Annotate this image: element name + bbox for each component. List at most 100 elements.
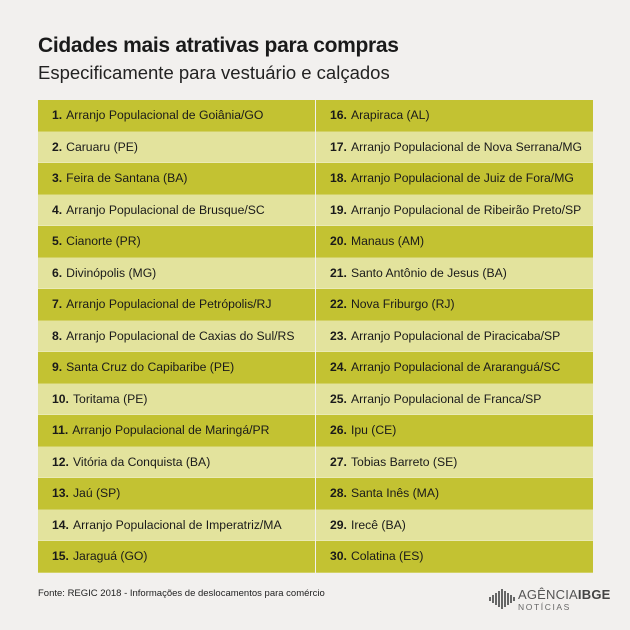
ranking-number: 1. (52, 108, 63, 123)
ranking-number: 30. (330, 549, 347, 564)
city-name: Tobias Barreto (SE) (350, 454, 458, 469)
ranking-row: 23. Arranjo Populacional de Piracicaba/SP (316, 320, 593, 353)
ranking-number: 18. (330, 171, 347, 186)
ranking-row: 5. Cianorte (PR) (38, 226, 315, 258)
city-name: Santa Cruz do Capibaribe (PE) (66, 360, 235, 375)
city-name: Colatina (ES) (350, 549, 424, 564)
ranking-number: 26. (330, 423, 347, 438)
city-name: Caruaru (PE) (66, 139, 138, 154)
ranking-number: 17. (330, 139, 347, 154)
ranking-row: 18. Arranjo Populacional de Juiz de Fora/… (316, 163, 593, 195)
ranking-row: 14. Arranjo Populacional de Imperatriz/MA (38, 509, 315, 542)
ranking-row: 30. Colatina (ES) (316, 541, 593, 573)
ranking-row: 19. Arranjo Populacional de Ribeirão Pret… (316, 194, 593, 227)
ranking-number: 15. (52, 549, 69, 564)
ranking-number: 2. (52, 139, 63, 154)
ranking-number: 29. (330, 517, 347, 532)
logo-text-agencia: AGÊNCIA (518, 587, 578, 602)
ranking-row: 24. Arranjo Populacional de Araranguá/SC (316, 352, 593, 384)
ranking-row: 16. Arapiraca (AL) (316, 100, 593, 132)
ranking-number: 19. (330, 202, 347, 217)
city-name: Arranjo Populacional de Imperatriz/MA (72, 517, 282, 532)
city-name: Toritama (PE) (72, 391, 148, 406)
city-name: Arranjo Populacional de Goiânia/GO (66, 108, 264, 123)
ranking-number: 16. (330, 108, 347, 123)
ranking-number: 5. (52, 234, 63, 249)
ranking-row: 21. Santo Antônio de Jesus (BA) (316, 257, 593, 290)
ranking-row: 15. Jaraguá (GO) (38, 541, 315, 573)
ranking-column-left: 1. Arranjo Populacional de Goiânia/GO 2. Ca… (38, 100, 316, 573)
city-name: Santa Inês (MA) (350, 486, 440, 501)
ranking-row: 6. Divinópolis (MG) (38, 257, 315, 290)
source-note: Fonte: REGIC 2018 - Informações de deslo… (38, 588, 325, 599)
ranking-row: 9. Santa Cruz do Capibaribe (PE) (38, 352, 315, 384)
city-name: Arranjo Populacional de Ribeirão Preto/S… (350, 202, 582, 217)
city-name: Ipu (CE) (350, 423, 397, 438)
ranking-number: 6. (52, 265, 63, 280)
city-name: Manaus (AM) (350, 234, 425, 249)
ranking-number: 4. (52, 202, 63, 217)
ranking-number: 24. (330, 360, 347, 375)
ranking-column-right: 16. Arapiraca (AL) 17. Arranjo Populacional… (316, 100, 593, 573)
city-name: Arranjo Populacional de Petrópolis/RJ (66, 297, 272, 312)
ranking-number: 11. (52, 423, 69, 438)
ranking-row: 20. Manaus (AM) (316, 226, 593, 258)
ibge-logo-icon (489, 589, 515, 609)
ranking-number: 21. (330, 265, 347, 280)
ranking-number: 27. (330, 454, 347, 469)
city-name: Arapiraca (AL) (350, 108, 430, 123)
city-name: Santo Antônio de Jesus (BA) (350, 265, 507, 280)
city-name: Divinópolis (MG) (66, 265, 157, 280)
ranking-number: 20. (330, 234, 347, 249)
ranking-row: 27. Tobias Barreto (SE) (316, 446, 593, 479)
city-name: Vitória da Conquista (BA) (72, 454, 211, 469)
ranking-row: 3. Feira de Santana (BA) (38, 163, 315, 195)
city-name: Arranjo Populacional de Franca/SP (350, 391, 542, 406)
page-subtitle: Especificamente para vestuário e calçado… (38, 62, 390, 83)
city-name: Arranjo Populacional de Maringá/PR (72, 423, 270, 438)
ranking-row: 12. Vitória da Conquista (BA) (38, 446, 315, 479)
ranking-number: 28. (330, 486, 347, 501)
ranking-number: 22. (330, 297, 347, 312)
ranking-number: 3. (52, 171, 63, 186)
ranking-row: 29. Irecê (BA) (316, 509, 593, 542)
ranking-row: 13. Jaú (SP) (38, 478, 315, 510)
ranking-row: 2. Caruaru (PE) (38, 131, 315, 164)
ranking-number: 25. (330, 391, 347, 406)
ranking-row: 11. Arranjo Populacional de Maringá/PR (38, 415, 315, 447)
city-name: Cianorte (PR) (66, 234, 141, 249)
ranking-row: 28. Santa Inês (MA) (316, 478, 593, 510)
city-name: Feira de Santana (BA) (66, 171, 188, 186)
ranking-number: 10. (52, 391, 69, 406)
city-name: Jaú (SP) (72, 486, 121, 501)
ranking-table: 1. Arranjo Populacional de Goiânia/GO 2. Ca… (38, 100, 593, 573)
ranking-row: 10. Toritama (PE) (38, 383, 315, 416)
ranking-number: 12. (52, 454, 69, 469)
page-title: Cidades mais atrativas para compras (38, 34, 399, 57)
ranking-row: 26. Ipu (CE) (316, 415, 593, 447)
ranking-row: 8. Arranjo Populacional de Caxias do Sul/… (38, 320, 315, 353)
city-name: Arranjo Populacional de Piracicaba/SP (350, 328, 561, 343)
ranking-row: 4. Arranjo Populacional de Brusque/SC (38, 194, 315, 227)
agencia-ibge-logo: AGÊNCIAIBGE NOTÍCIAS (489, 586, 610, 614)
city-name: Arranjo Populacional de Brusque/SC (66, 202, 265, 217)
city-name: Nova Friburgo (RJ) (350, 297, 455, 312)
ranking-number: 13. (52, 486, 69, 501)
ranking-row: 22. Nova Friburgo (RJ) (316, 289, 593, 321)
ranking-number: 14. (52, 517, 69, 532)
logo-text-ibge: IBGE (577, 587, 611, 602)
ranking-row: 1. Arranjo Populacional de Goiânia/GO (38, 100, 315, 132)
ranking-number: 7. (52, 297, 63, 312)
city-name: Irecê (BA) (350, 517, 406, 532)
ranking-row: 17. Arranjo Populacional de Nova Serrana/… (316, 131, 593, 164)
city-name: Arranjo Populacional de Caxias do Sul/RS (66, 328, 295, 343)
ranking-row: 7. Arranjo Populacional de Petrópolis/RJ (38, 289, 315, 321)
city-name: Arranjo Populacional de Juiz de Fora/MG (350, 171, 574, 186)
city-name: Arranjo Populacional de Araranguá/SC (350, 360, 561, 375)
city-name: Jaraguá (GO) (72, 549, 148, 564)
ranking-number: 8. (52, 328, 63, 343)
logo-text-noticias: NOTÍCIAS (518, 602, 571, 612)
ranking-number: 23. (330, 328, 347, 343)
ranking-row: 25. Arranjo Populacional de Franca/SP (316, 383, 593, 416)
ranking-number: 9. (52, 360, 63, 375)
